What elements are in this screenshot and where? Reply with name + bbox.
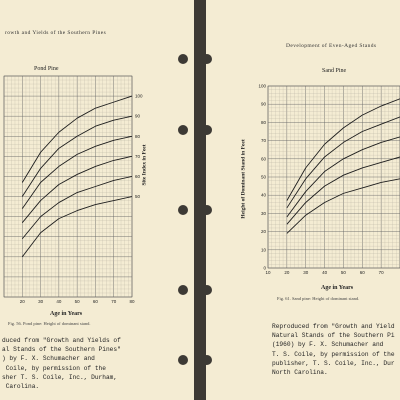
binder-hole — [178, 125, 188, 135]
y-tick-label: 20 — [261, 229, 267, 234]
right-page: Development of Even-Aged Stands Sand Pin… — [206, 0, 400, 400]
reproduction-credit: duced from "Growth and Yields of al Stan… — [2, 337, 121, 391]
y-tick-label: 90 — [261, 102, 267, 107]
y-tick-label: 60 — [261, 156, 267, 161]
x-tick-label: 50 — [75, 299, 81, 304]
y-tick-label: 50 — [261, 175, 267, 180]
y-tick-label: 100 — [258, 84, 266, 89]
site-index-label: 60 — [135, 174, 141, 179]
x-tick-label: 70 — [379, 270, 385, 275]
left-page: rowth and Yields of the Southern Pines P… — [0, 0, 194, 400]
reproduction-credit: Reproduced from "Growth and Yield Natura… — [272, 323, 395, 377]
site-index-label: 50 — [135, 194, 141, 199]
x-axis-label: Age in Years — [50, 311, 83, 317]
binder-hole — [178, 285, 188, 295]
series-line — [21, 115, 133, 197]
y-axis-label: Site Index in Feet — [141, 144, 148, 186]
site-index-label: 80 — [135, 134, 141, 139]
series-line — [286, 136, 400, 218]
page-header: rowth and Yields of the Southern Pines — [5, 30, 107, 36]
x-tick-label: 20 — [284, 270, 290, 275]
figure-caption: Fig. 61. Sand pine: Height of dominant s… — [277, 296, 360, 301]
x-tick-label: 80 — [129, 299, 135, 304]
series-line — [286, 98, 400, 201]
binder-hole — [206, 285, 212, 295]
y-tick-label: 70 — [261, 138, 267, 143]
plot-border — [3, 75, 133, 298]
site-index-label: 70 — [135, 154, 141, 159]
binder-hole — [178, 54, 188, 64]
x-tick-label: 30 — [38, 299, 44, 304]
binder-hole — [206, 125, 212, 135]
x-tick-label: 30 — [303, 270, 309, 275]
series-line — [21, 155, 133, 223]
figure-caption: Fig. 56. Pond pine: Height of dominant s… — [8, 321, 91, 326]
x-tick-label: 60 — [360, 270, 366, 275]
y-axis-label: Height of Dominant Stand in Feet — [240, 139, 247, 219]
x-axis-label: Age in Years — [321, 285, 354, 291]
binder-hole — [206, 205, 212, 215]
series-line — [21, 176, 133, 240]
y-tick-label: 10 — [261, 247, 267, 252]
series-line — [286, 156, 400, 225]
y-tick-label: 80 — [261, 120, 267, 125]
y-tick-label: 40 — [261, 193, 267, 198]
pond-pine-chart: 20 30 40 50 60 70 80 50 60 70 80 90 100 — [3, 75, 143, 304]
x-tick-label: 60 — [93, 299, 99, 304]
binder-hole — [178, 205, 188, 215]
binder-hole — [178, 355, 188, 365]
y-tick-label: 30 — [261, 211, 267, 216]
series-line — [21, 135, 133, 209]
series-line — [286, 116, 400, 209]
x-tick-label: 10 — [265, 270, 271, 275]
chart-title: Sand Pine — [322, 68, 347, 74]
site-index-label: 100 — [135, 94, 143, 99]
series-line — [21, 196, 133, 258]
x-tick-label: 70 — [111, 299, 117, 304]
series-line — [21, 95, 133, 183]
site-index-label: 90 — [135, 114, 141, 119]
y-tick-label: 0 — [263, 266, 266, 271]
series-line — [286, 178, 400, 234]
binder-hole — [206, 54, 212, 64]
x-tick-label: 50 — [341, 270, 347, 275]
binder-hole — [206, 355, 212, 365]
chart-title: Pond Pine — [34, 66, 59, 72]
page-header: Development of Even-Aged Stands — [286, 43, 377, 49]
x-tick-label: 40 — [322, 270, 328, 275]
x-tick-label: 20 — [20, 299, 26, 304]
x-tick-label: 40 — [56, 299, 62, 304]
